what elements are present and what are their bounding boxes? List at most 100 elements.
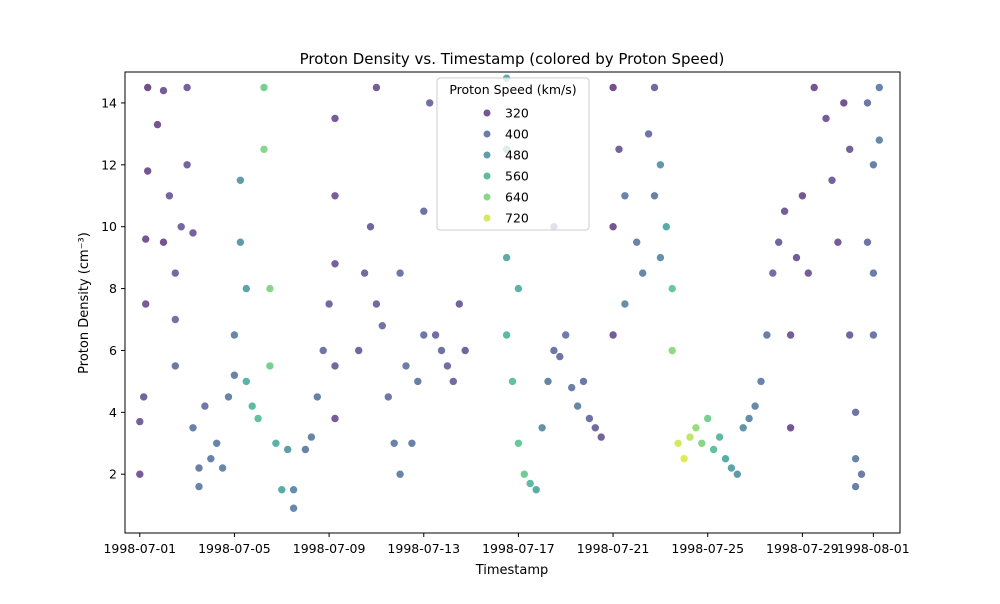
data-point <box>869 268 878 278</box>
data-point <box>585 414 594 423</box>
data-point <box>667 284 677 293</box>
data-point <box>224 392 233 402</box>
data-point <box>182 83 192 92</box>
data-point <box>514 438 523 448</box>
data-point <box>372 299 381 309</box>
data-point <box>419 330 429 340</box>
data-point <box>265 284 275 293</box>
data-point <box>762 330 772 340</box>
data-point <box>845 330 855 340</box>
data-point <box>360 268 369 278</box>
data-point <box>242 284 251 293</box>
legend-title: Proton Speed (km/s) <box>449 82 576 97</box>
data-point <box>188 228 198 238</box>
data-point <box>389 438 399 448</box>
data-point <box>301 445 310 454</box>
data-point <box>732 469 742 479</box>
legend-marker <box>482 213 492 223</box>
data-point <box>200 401 210 411</box>
data-point <box>242 377 251 386</box>
data-point <box>395 268 405 278</box>
data-point <box>798 191 807 201</box>
data-point <box>869 330 878 340</box>
data-point <box>230 370 239 380</box>
data-point <box>561 330 571 340</box>
data-point <box>620 299 630 309</box>
data-point <box>715 432 724 442</box>
axes-layer: 1998-07-01 1998-07-05 1998-07-09 1998-07-13… <box>101 71 910 556</box>
data-point <box>502 330 511 340</box>
legend: Proton Speed (km/s) 320 400 480 560 640 720 <box>436 77 590 231</box>
data-point <box>395 469 405 479</box>
data-point <box>372 83 381 92</box>
data-point <box>851 454 860 464</box>
data-point <box>821 114 831 123</box>
data-point <box>608 222 618 231</box>
data-point <box>632 237 642 247</box>
data-point <box>401 361 411 371</box>
data-point <box>863 98 872 108</box>
data-point <box>236 176 245 185</box>
data-point <box>661 222 671 231</box>
data-point <box>259 83 269 92</box>
data-point <box>171 268 180 278</box>
data-point <box>253 414 263 423</box>
data-point <box>845 145 855 154</box>
data-point <box>650 83 659 92</box>
data-point <box>792 253 801 262</box>
data-point <box>330 191 340 201</box>
data-point <box>236 237 245 247</box>
data-point <box>827 176 837 185</box>
data-point <box>443 361 452 371</box>
data-point <box>685 432 695 442</box>
data-point <box>289 485 298 495</box>
data-point <box>525 479 535 488</box>
points-layer <box>135 73 884 513</box>
legend-label: 720 <box>505 211 529 226</box>
data-point <box>833 237 843 247</box>
data-point <box>721 454 730 464</box>
data-point <box>271 438 281 448</box>
y-tick-label: 14 <box>101 95 117 110</box>
legend-marker <box>482 171 492 181</box>
data-point <box>555 352 565 361</box>
data-point <box>218 463 227 473</box>
data-point <box>171 361 180 371</box>
x-tick-label: 1998-08-01 <box>837 541 910 556</box>
data-point <box>141 234 150 244</box>
data-point <box>673 438 683 448</box>
data-point <box>277 485 287 495</box>
data-point <box>383 392 393 402</box>
data-point <box>697 438 707 448</box>
x-tick-label: 1998-07-21 <box>577 541 650 556</box>
y-axis-label: Proton Density (cm⁻³) <box>77 232 92 374</box>
data-point <box>171 315 180 324</box>
x-tick-label: 1998-07-09 <box>293 541 366 556</box>
data-point <box>679 454 689 464</box>
data-point <box>857 469 866 479</box>
data-point <box>330 361 340 371</box>
data-point <box>247 401 257 411</box>
legend-label: 400 <box>505 127 529 142</box>
data-point <box>330 114 340 123</box>
legend-label: 560 <box>505 169 529 184</box>
x-tick-label: 1998-07-17 <box>482 541 555 556</box>
legend-marker <box>482 192 492 202</box>
data-point <box>768 268 778 278</box>
data-point <box>579 377 588 386</box>
x-tick-label: 1998-07-01 <box>103 541 176 556</box>
y-tick-label: 12 <box>101 157 117 172</box>
data-point <box>531 485 541 495</box>
data-point <box>212 438 221 448</box>
data-point <box>324 299 334 309</box>
data-point <box>194 463 204 473</box>
data-point <box>537 423 547 433</box>
data-point <box>656 160 665 170</box>
x-tick-label: 1998-07-25 <box>671 541 744 556</box>
legend-marker <box>482 150 492 160</box>
data-point <box>863 237 872 247</box>
data-point <box>596 432 606 442</box>
data-point <box>431 330 440 340</box>
data-point <box>354 346 364 355</box>
